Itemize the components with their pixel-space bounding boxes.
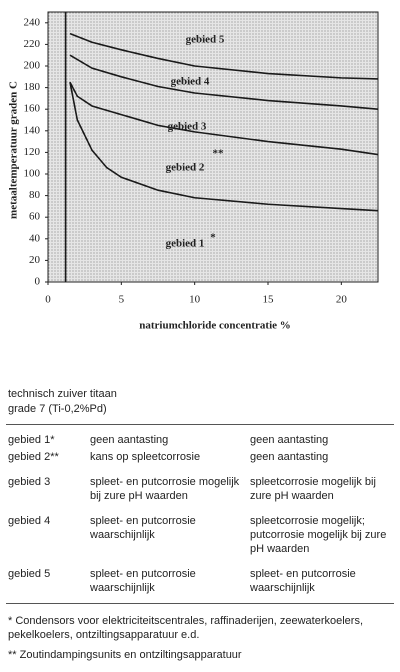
boundary-line bbox=[69, 54, 379, 110]
table-cell: gebied 2** bbox=[8, 451, 59, 463]
region-label: gebied 3 bbox=[168, 121, 207, 133]
table-cell: gebied 4 bbox=[8, 515, 51, 527]
caption-line: technisch zuiver titaan bbox=[8, 388, 117, 400]
y-tick-label: 0 bbox=[35, 276, 41, 288]
y-tick-label: 160 bbox=[24, 103, 41, 115]
caption-line: grade 7 (Ti-0,2%Pd) bbox=[8, 403, 107, 415]
x-tick-label: 20 bbox=[336, 294, 348, 306]
table-cell: geen aantasting bbox=[250, 434, 329, 446]
y-tick-label: 40 bbox=[29, 232, 41, 244]
y-tick-label: 200 bbox=[24, 60, 41, 72]
y-tick-label: 100 bbox=[24, 168, 41, 180]
region-table: gebied 1* geen aantasting geen aantasting g… bbox=[6, 424, 394, 604]
table-cell: spleet- en putcorrosie mogelijk bij zure… bbox=[90, 476, 240, 502]
table-cell: spleet- en putcorrosie waarschijnlijk bbox=[90, 568, 196, 594]
region-label: gebied 4 bbox=[171, 76, 210, 88]
y-tick-label: 60 bbox=[29, 211, 41, 223]
region-label: gebied 2 bbox=[166, 162, 205, 174]
footnote: ** Zoutindampingsunits en ontziltingsapp… bbox=[8, 649, 242, 661]
x-tick-label: 0 bbox=[45, 294, 51, 306]
table-cell: spleetcorrosie mogelijk; putcorrosie mog… bbox=[250, 515, 387, 555]
y-tick-label: 120 bbox=[24, 146, 41, 158]
table-cell: spleet- en putcorrosie waarschijnlijk bbox=[250, 568, 356, 594]
region-label: * bbox=[210, 232, 216, 244]
table-row: gebied 2** kans op spleetcorrosie geen aan… bbox=[6, 447, 394, 472]
y-axis-label: metaaltemperatuur graden C bbox=[8, 81, 20, 219]
table-cell: geen aantasting bbox=[90, 434, 169, 446]
x-axis-label: natriumchloride concentratie % bbox=[139, 320, 291, 332]
x-tick-label: 15 bbox=[263, 294, 275, 306]
y-tick-label: 80 bbox=[29, 189, 41, 201]
y-tick-label: 140 bbox=[24, 124, 41, 136]
table-cell: gebied 5 bbox=[8, 568, 51, 580]
y-tick-label: 180 bbox=[24, 81, 41, 93]
x-tick-label: 10 bbox=[189, 294, 201, 306]
table-cell: kans op spleetcorrosie bbox=[90, 451, 201, 463]
table-body: gebied 1* geen aantasting geen aantasting g… bbox=[6, 425, 394, 604]
boundary-line bbox=[69, 82, 379, 212]
chart: natriumchloride concentratie % metaaltem… bbox=[8, 11, 379, 332]
boundary-line bbox=[69, 32, 379, 80]
y-tick-label: 220 bbox=[24, 38, 41, 50]
table-row: gebied 3 spleet- en putcorrosie mogelijk … bbox=[6, 472, 394, 511]
table-row: gebied 4 spleet- en putcorrosie waarschij… bbox=[6, 511, 394, 564]
region-label: gebied 5 bbox=[186, 34, 225, 46]
boundary-line bbox=[69, 81, 379, 156]
table-row: gebied 1* geen aantasting geen aantasting bbox=[6, 425, 394, 448]
table-cell: gebied 3 bbox=[8, 476, 51, 488]
region-label: gebied 1 bbox=[166, 238, 205, 250]
table-cell: geen aantasting bbox=[250, 451, 329, 463]
table-cell: spleetcorrosie mogelijk bij zure pH waar… bbox=[250, 476, 376, 502]
y-tick-label: 20 bbox=[29, 254, 41, 266]
y-tick-label: 240 bbox=[24, 16, 41, 28]
table-cell: spleet- en putcorrosie waarschijnlijk bbox=[90, 515, 196, 541]
table-row: gebied 5 spleet- en putcorrosie waarschij… bbox=[6, 564, 394, 604]
table-cell: gebied 1* bbox=[8, 434, 55, 446]
footnote: * Condensors voor elektriciteitscentrale… bbox=[8, 615, 364, 641]
region-label: ** bbox=[213, 148, 225, 160]
x-tick-label: 5 bbox=[119, 294, 125, 306]
